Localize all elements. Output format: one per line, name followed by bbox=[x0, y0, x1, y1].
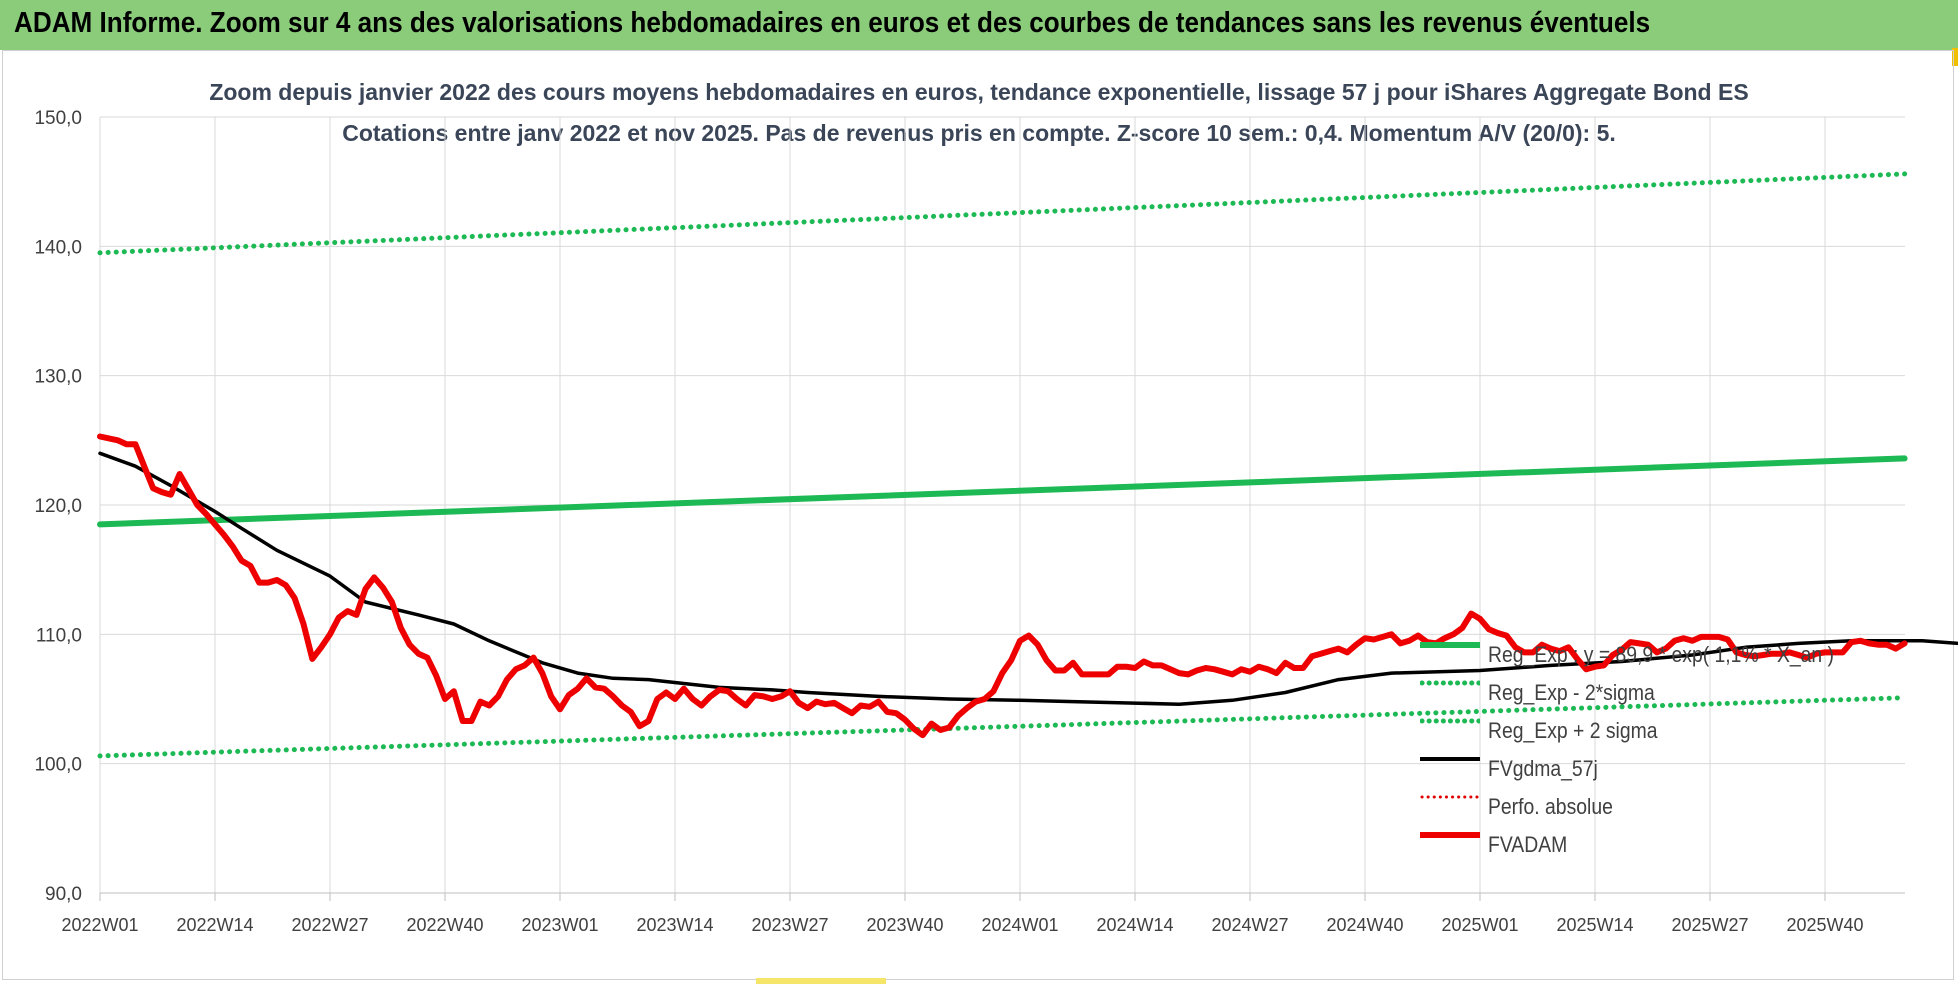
legend-swatch-perfo bbox=[1420, 795, 1480, 812]
legend-item-reg-exp-plus: Reg_Exp + 2 sigma bbox=[1420, 716, 1681, 746]
chart-title: Zoom depuis janvier 2022 des cours moyen… bbox=[209, 79, 1749, 105]
legend-swatch-reg-exp-minus bbox=[1420, 680, 1480, 698]
legend-label-fvgdma: FVgdma_57j bbox=[1488, 756, 1598, 781]
y-tick-label: 130,0 bbox=[34, 367, 82, 388]
legend-swatch-reg-exp-plus bbox=[1420, 718, 1480, 736]
legend-item-fvadam: FVADAM bbox=[1420, 830, 1578, 860]
y-tick-label: 150,0 bbox=[34, 108, 82, 129]
chart-frame bbox=[2, 50, 1954, 980]
x-tick-label: 2023W40 bbox=[866, 915, 943, 935]
y-axis-labels: 150,0 140,0 130,0 120,0 110,0 100,0 90,0 bbox=[34, 108, 82, 905]
x-tick-label: 2023W01 bbox=[521, 915, 598, 935]
legend-item-reg-exp: Reg_Exp : y = 89,9 * exp( 1,1% * X_an ) bbox=[1420, 640, 1881, 670]
report-title: ADAM Informe. Zoom sur 4 ans des valoris… bbox=[14, 7, 1651, 39]
series-line-reg-exp-y-89-9-exp-1-1-x-an bbox=[97, 455, 1908, 528]
y-tick-label: 120,0 bbox=[34, 496, 82, 517]
x-tick-label: 2024W27 bbox=[1211, 915, 1288, 935]
x-tick-label: 2024W14 bbox=[1096, 915, 1173, 935]
x-tick-label: 2024W01 bbox=[981, 915, 1058, 935]
legend-item-reg-exp-minus: Reg_Exp - 2*sigma bbox=[1420, 678, 1678, 708]
legend-swatch-fvadam bbox=[1420, 832, 1480, 850]
x-tick-label: 2023W27 bbox=[751, 915, 828, 935]
grid-lines bbox=[99, 116, 1905, 901]
y-tick-label: 110,0 bbox=[36, 625, 82, 646]
y-tick-label: 100,0 bbox=[34, 755, 82, 776]
series-line-fvgdma-57j bbox=[98, 451, 1958, 706]
x-tick-label: 2023W14 bbox=[636, 915, 713, 935]
y-tick-label: 140,0 bbox=[34, 237, 82, 258]
series-line-reg-exp-2-sigma bbox=[97, 695, 1908, 759]
x-tick-label: 2025W01 bbox=[1441, 915, 1518, 935]
x-tick-label: 2025W40 bbox=[1786, 915, 1863, 935]
x-tick-label: 2025W27 bbox=[1671, 915, 1748, 935]
x-tick-label: 2022W14 bbox=[176, 915, 253, 935]
banner-corner-mark bbox=[1952, 48, 1958, 66]
report-banner: ADAM Informe. Zoom sur 4 ans des valoris… bbox=[0, 0, 1958, 50]
legend-swatch-reg-exp bbox=[1420, 642, 1480, 660]
x-tick-label: 2022W27 bbox=[291, 915, 368, 935]
legend-label-perfo: Perfo. absolue bbox=[1488, 794, 1613, 819]
x-tick-label: 2024W40 bbox=[1326, 915, 1403, 935]
legend-item-fvgdma: FVgdma_57j bbox=[1420, 754, 1613, 784]
x-tick-label: 2022W01 bbox=[61, 915, 138, 935]
series-line-reg-exp-2-sigma bbox=[97, 171, 1908, 256]
legend-label-reg-exp: Reg_Exp : y = 89,9 * exp( 1,1% * X_an ) bbox=[1488, 642, 1835, 667]
legend-item-perfo: Perfo. absolue bbox=[1420, 792, 1630, 822]
legend-swatch-fvgdma bbox=[1420, 757, 1480, 774]
legend-label-reg-exp-minus: Reg_Exp - 2*sigma bbox=[1488, 680, 1655, 705]
chart-subtitle: Cotations entre janv 2022 et nov 2025. P… bbox=[342, 120, 1616, 146]
y-tick-label: 90,0 bbox=[45, 884, 82, 905]
legend-label-reg-exp-plus: Reg_Exp + 2 sigma bbox=[1488, 718, 1658, 743]
bottom-tab-mark bbox=[756, 978, 886, 984]
x-axis-labels: 2022W01 2022W14 2022W27 2022W40 2023W01 2023W… bbox=[61, 915, 1863, 935]
x-tick-label: 2022W40 bbox=[406, 915, 483, 935]
x-tick-label: 2025W14 bbox=[1556, 915, 1633, 935]
series-line-fvadam bbox=[97, 433, 1908, 739]
legend-label-fvadam: FVADAM bbox=[1488, 832, 1568, 857]
series-lines bbox=[97, 171, 1958, 759]
